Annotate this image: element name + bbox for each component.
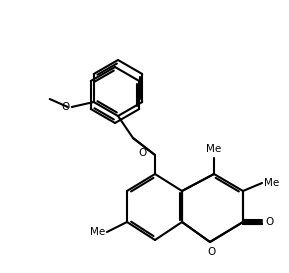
Text: Me: Me bbox=[206, 144, 222, 154]
Text: Me: Me bbox=[90, 227, 105, 237]
Text: Me: Me bbox=[264, 178, 279, 188]
Text: O: O bbox=[62, 102, 70, 112]
Text: O: O bbox=[207, 247, 215, 257]
Text: O: O bbox=[139, 148, 147, 158]
Text: O: O bbox=[265, 217, 273, 227]
